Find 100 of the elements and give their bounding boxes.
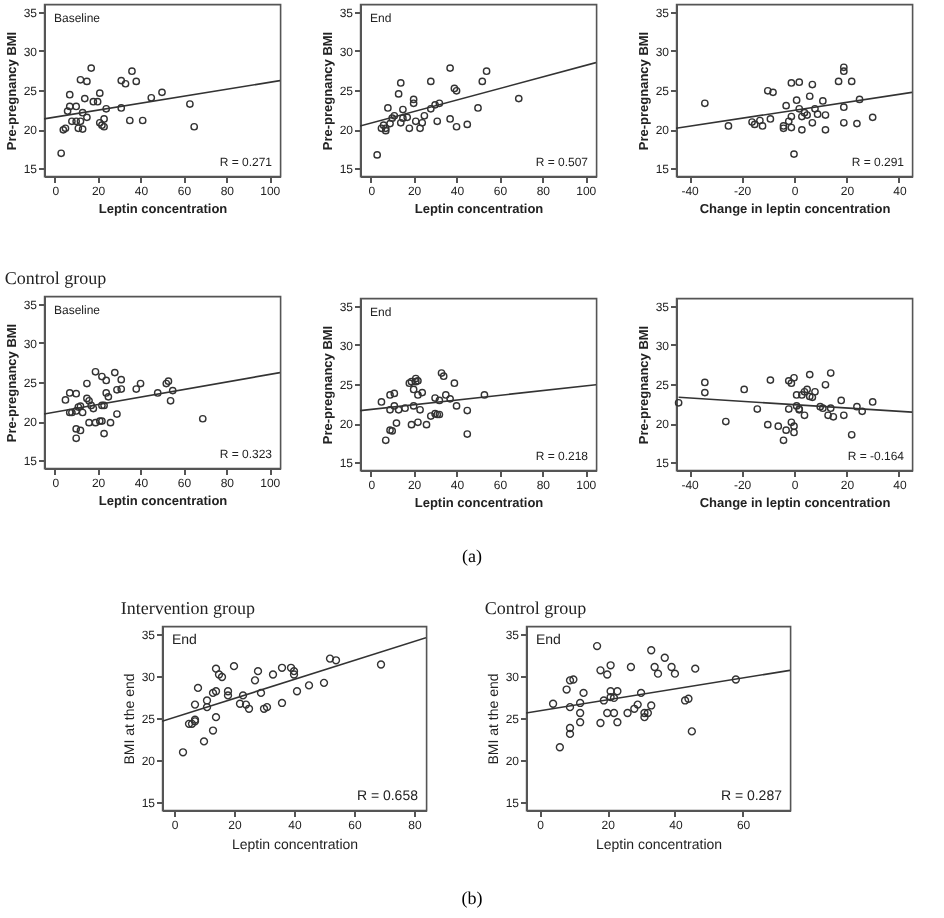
point [643,708,653,718]
point [548,699,558,708]
point [414,391,422,399]
point [847,77,856,86]
point [753,405,762,413]
point [798,391,806,399]
point [136,379,145,388]
point [750,120,759,129]
point [474,104,482,112]
point [83,77,91,86]
point [128,67,136,76]
point [65,389,74,397]
point [599,696,609,705]
point [779,122,788,130]
point [431,101,439,109]
point [740,385,749,394]
point [325,654,335,663]
point [178,748,188,757]
point [319,678,329,688]
point [758,122,767,130]
point [763,420,772,429]
point [403,113,412,122]
point [829,412,838,421]
point [795,78,804,87]
point [763,86,772,95]
point [756,116,764,125]
point [202,702,212,712]
point [826,404,835,413]
point [65,102,74,111]
point [565,723,575,733]
point [435,396,444,405]
point [411,117,420,126]
point [78,408,87,417]
point [575,708,585,718]
point [667,662,676,672]
point [441,391,450,399]
point [824,411,832,420]
point [426,77,435,86]
point [89,97,98,106]
point [439,372,448,381]
point [700,378,709,387]
point [787,112,796,121]
point [569,675,578,684]
point [132,385,141,393]
point [76,75,85,84]
point [304,681,314,690]
point [790,428,798,437]
point [253,667,263,676]
point [792,402,801,410]
point [98,372,106,381]
point [774,422,783,431]
point [606,661,615,670]
point [795,104,804,113]
point [61,396,70,404]
point [603,708,612,718]
point [153,389,162,397]
point [117,76,126,85]
point [630,704,639,713]
point [386,119,394,128]
point [450,379,459,388]
point [113,410,121,418]
point [262,702,272,712]
point [626,662,636,672]
point [674,398,683,407]
point [65,408,74,417]
point [478,77,487,86]
point [803,385,811,394]
point [211,664,221,673]
point [808,393,817,402]
point [74,124,83,133]
point [633,700,642,709]
point [384,104,392,112]
point [839,118,848,127]
point [158,88,166,97]
point [687,727,697,736]
point [834,77,843,86]
point [89,404,98,413]
point [377,124,386,133]
point [199,737,209,746]
point [813,110,822,119]
point [166,396,175,405]
point [396,79,405,87]
point [190,700,200,709]
point [596,718,605,728]
point [821,380,830,389]
point [422,420,431,429]
point [805,392,814,401]
point [839,63,848,72]
point [65,90,74,99]
point [399,114,407,122]
point [102,104,111,113]
point [808,118,817,127]
point [446,115,454,123]
point [83,113,91,122]
point [452,122,461,131]
point [463,406,472,415]
point [414,377,422,385]
point [808,80,817,89]
point [72,425,81,433]
point [409,99,418,108]
